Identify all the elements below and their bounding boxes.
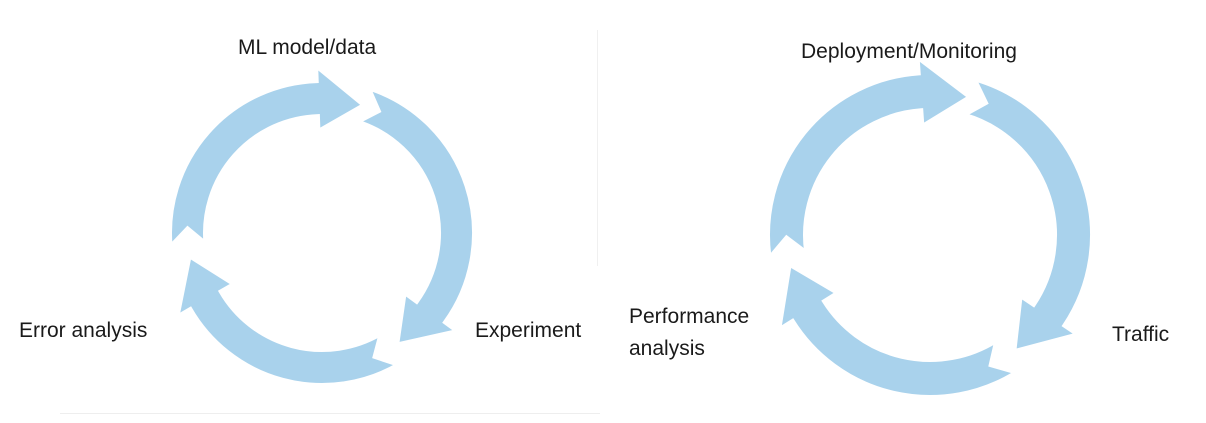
cycle-1-arrow-1 [352,85,476,348]
cycle-1 [168,61,476,387]
cycle1-label-top: ML model/data [238,36,377,59]
cycle-2 [766,53,1094,399]
cycle-2-arrow-3 [766,53,974,263]
cycle-2-arrow-2 [776,261,1021,399]
panel-divider [597,30,598,266]
cycle-2-arrow-1 [959,76,1094,354]
cycle2-label-top: Deployment/Monitoring [801,40,1017,63]
bottom-rule [60,413,600,414]
cycle2-label-right: Traffic [1112,323,1170,346]
cycle2-label-left: Performance analysis [629,305,750,360]
cycle1-label-right: Experiment [475,319,582,342]
cycle-1-arrow-2 [174,253,403,387]
cycle-1-arrow-3 [168,61,368,251]
cycle1-label-left: Error analysis [19,319,148,342]
